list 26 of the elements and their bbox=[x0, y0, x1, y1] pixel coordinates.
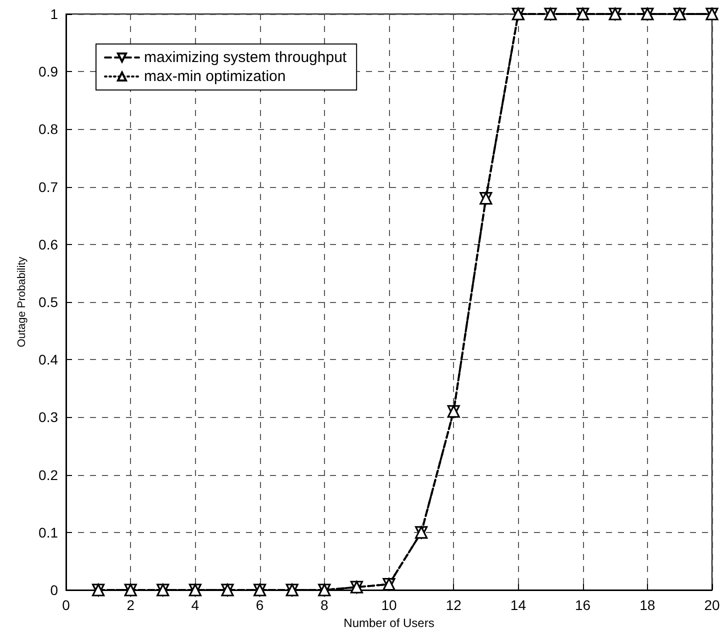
x-tick-label: 0 bbox=[62, 597, 70, 613]
y-tick-label: 0.9 bbox=[38, 64, 58, 80]
y-tick-label: 0 bbox=[50, 582, 58, 598]
x-tick-label: 2 bbox=[126, 597, 135, 613]
x-tick-label: 10 bbox=[381, 597, 397, 613]
x-tick-label: 16 bbox=[575, 597, 591, 613]
y-tick-label: 0.4 bbox=[38, 352, 58, 368]
x-tick-label: 4 bbox=[191, 597, 200, 613]
x-tick-label: 14 bbox=[510, 597, 526, 613]
y-tick-label: 0.7 bbox=[38, 178, 58, 195]
legend-label: maximizing system throughput bbox=[144, 49, 348, 66]
y-tick-label: 0.3 bbox=[38, 409, 58, 426]
y-tick-label: 0.1 bbox=[38, 524, 58, 540]
legend-label: max-min optimization bbox=[144, 68, 286, 85]
y-tick-label: 0.5 bbox=[38, 294, 58, 310]
x-tick-label: 18 bbox=[640, 597, 656, 613]
y-tick-label: 0.2 bbox=[38, 466, 58, 483]
y-tick-label: 1 bbox=[50, 6, 58, 22]
y-tick-label: 0.6 bbox=[38, 236, 58, 252]
x-axis-title: Number of Users bbox=[344, 616, 434, 630]
x-tick-label: 20 bbox=[704, 597, 720, 613]
x-tick-label: 6 bbox=[256, 597, 264, 613]
x-tick-label: 8 bbox=[320, 597, 328, 613]
y-tick-label: 0.8 bbox=[38, 121, 58, 138]
y-axis-title: Outage Probability bbox=[16, 256, 28, 348]
x-tick-label: 12 bbox=[446, 597, 462, 613]
